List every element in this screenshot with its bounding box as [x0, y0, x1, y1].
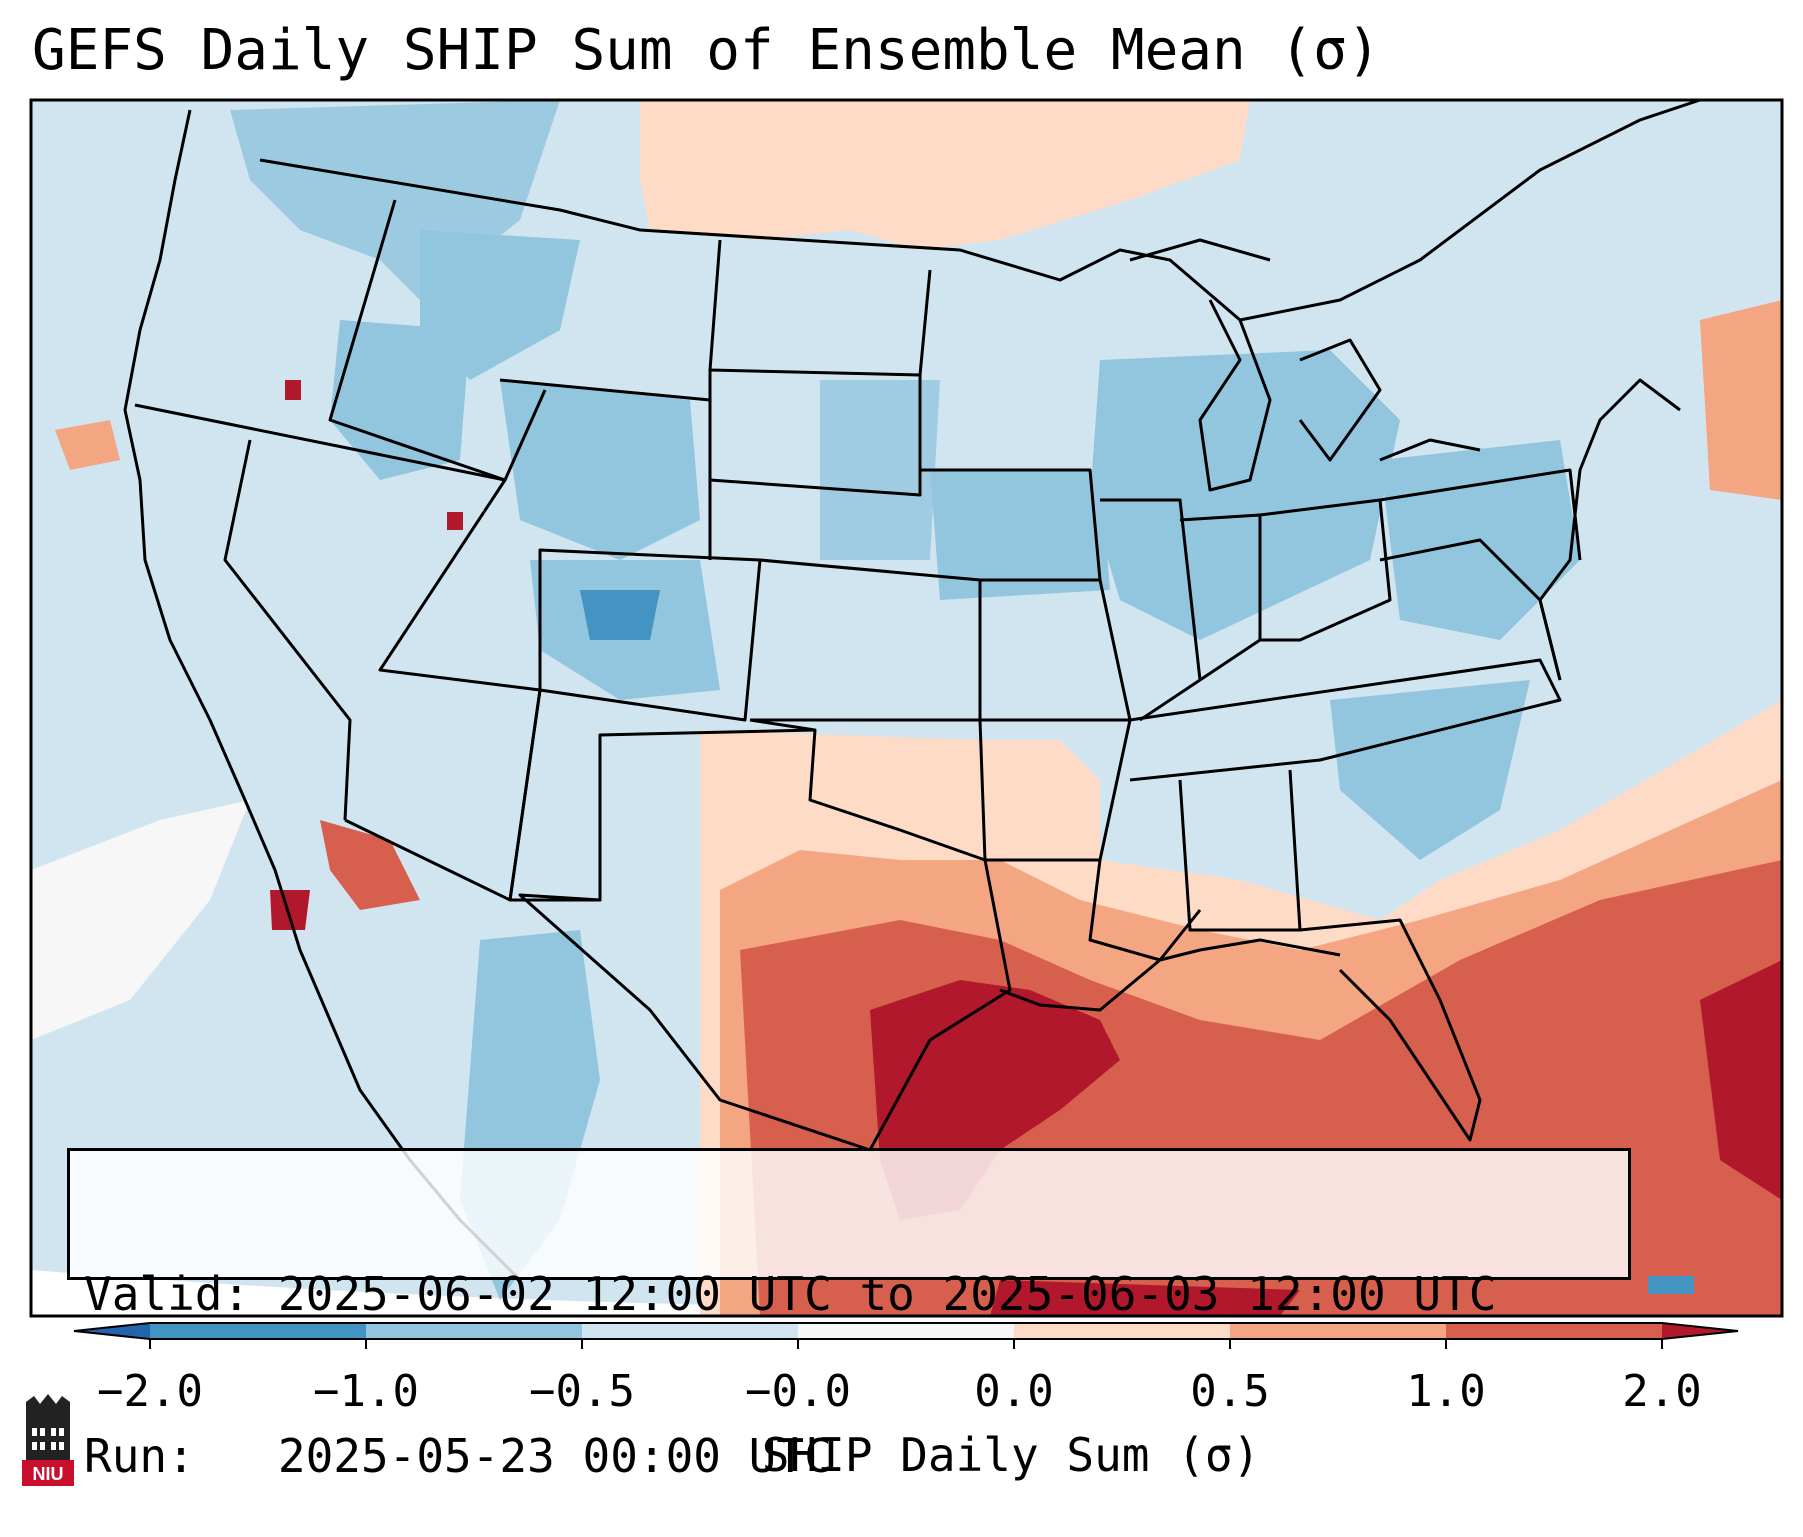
map-frame	[29, 98, 1784, 1318]
run-line: Run: 2025-05-23 00:00 UTC	[84, 1429, 1614, 1483]
border-indiana	[1179, 513, 1262, 682]
border-pa	[1379, 468, 1582, 561]
lake-huron-outline	[1298, 338, 1382, 462]
border-louisiana-ms	[1088, 859, 1202, 962]
colorbar-tick-label: 0.0	[974, 1366, 1054, 1417]
pos-gulf-south-max	[990, 1280, 1300, 1316]
border-utah	[378, 479, 541, 692]
neg-iowa	[930, 470, 1110, 600]
border-tn-nc	[1129, 658, 1562, 782]
run-label: Run:	[84, 1429, 195, 1483]
border-al-ga	[1178, 769, 1302, 932]
border-north-dakota	[708, 239, 932, 377]
colorbar	[73, 1322, 1739, 1349]
neg-carolinas	[1330, 680, 1530, 860]
gulf-coastline	[999, 938, 1341, 1012]
pos-spot-pacific	[55, 420, 120, 470]
colorbar-bin	[798, 1323, 1015, 1339]
neg-spot-caribbean	[1648, 1276, 1694, 1294]
neg-strong-colorado	[580, 590, 660, 640]
border-colorado	[538, 548, 762, 722]
colorbar-tick-label: 0.5	[1190, 1366, 1270, 1417]
lake-superior-outline	[1129, 238, 1271, 262]
neg-great-lakes	[1090, 350, 1400, 640]
valid-value: 2025-06-02 12:00 UTC to 2025-06-03 12:00…	[277, 1267, 1497, 1321]
colorbar-extend-low	[74, 1323, 150, 1339]
colorbar-bin	[1014, 1323, 1231, 1339]
west-coastline	[123, 109, 522, 1282]
colorbar-tick-label: −2.0	[97, 1366, 203, 1417]
border-ohio	[1259, 498, 1392, 642]
border-arkansas	[980, 718, 1132, 862]
colorbar-label: SHIP Daily Sum (σ)	[761, 1428, 1261, 1482]
pos-northeast-ocean	[1700, 300, 1782, 500]
east-coastline	[1538, 378, 1681, 681]
valid-line: Valid: 2025-06-02 12:00 UTC to 2025-06-0…	[84, 1267, 1614, 1321]
pos-north-plains	[640, 100, 1250, 250]
pos-spot-oregon	[285, 380, 301, 400]
colorbar-bin	[150, 1323, 367, 1339]
pos-spot-socal	[320, 820, 420, 910]
lake-michigan-outline	[1198, 299, 1272, 492]
border-kansas	[750, 558, 982, 722]
colorbar-bin	[1446, 1323, 1663, 1339]
pos-spot-baja	[270, 890, 310, 930]
lake-erie-outline	[1379, 438, 1481, 462]
niu-logo: NIU	[22, 1394, 74, 1486]
colorbar-tick-label: −0.5	[529, 1366, 635, 1417]
border-illinois	[1100, 498, 1202, 722]
border-oklahoma	[749, 718, 987, 862]
colorbar-extend-high	[1662, 1323, 1738, 1339]
valid-run-info-box: Valid: 2025-06-02 12:00 UTC to 2025-06-0…	[67, 1148, 1631, 1483]
border-arizona	[344, 689, 542, 902]
neg-idaho	[330, 320, 470, 480]
colorbar-bin	[366, 1323, 583, 1339]
colorbar-tick-label: −0.0	[745, 1366, 851, 1417]
border-or-ca-nv	[134, 403, 506, 482]
pos-spot-idaho	[447, 512, 463, 530]
colorbar-bin	[582, 1323, 799, 1339]
run-value: 2025-05-23 00:00 UTC	[277, 1429, 832, 1483]
colorbar-tick-label: −1.0	[313, 1366, 419, 1417]
neg-wyoming	[500, 380, 700, 560]
colorbar-tick-label: 2.0	[1622, 1366, 1702, 1417]
svg-text:NIU: NIU	[33, 1464, 64, 1484]
zero-band-west	[31, 800, 250, 1040]
border-nevada	[223, 439, 352, 821]
neg-dakotas	[820, 380, 940, 560]
map-title: GEFS Daily SHIP Sum of Ensemble Mean (σ)	[32, 18, 1381, 83]
border-florida	[1299, 918, 1482, 1142]
borders-layer	[123, 100, 1701, 1282]
border-south-dakota	[708, 370, 922, 497]
pos-caribbean-max	[1700, 960, 1782, 1200]
valid-label: Valid:	[84, 1267, 251, 1321]
border-idaho	[328, 199, 547, 482]
colorbar-bin	[1230, 1323, 1447, 1339]
colorbar-tick-label: 1.0	[1406, 1366, 1486, 1417]
